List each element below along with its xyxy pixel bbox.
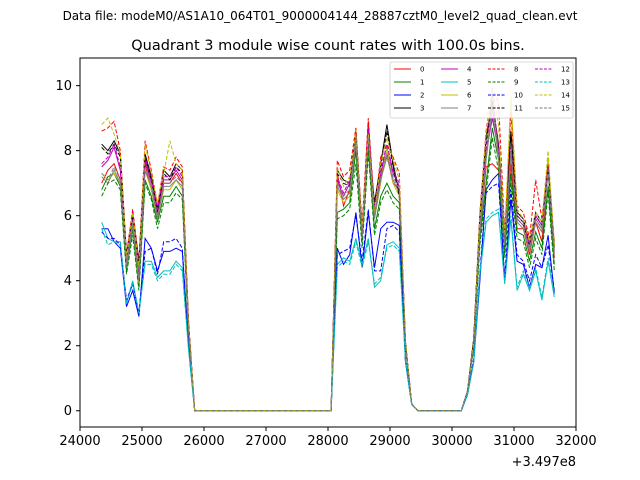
series-line-14 [101,88,555,412]
x-tick-label: 27000 [245,434,286,449]
legend-label-6: 6 [467,92,472,100]
legend-label-9: 9 [514,79,518,87]
x-tick-label: 26000 [183,434,224,449]
legend-label-13: 13 [561,79,570,87]
legend-label-8: 8 [514,66,518,74]
legend-label-14: 14 [561,92,570,100]
legend-box [389,61,574,119]
x-tick-label: 29000 [369,434,410,449]
legend-label-10: 10 [514,92,523,100]
chart-title: Quadrant 3 module wise count rates with … [131,38,525,54]
series-line-15 [101,105,555,412]
data-file-label: Data file: modeM0/AS1A10_064T01_90000041… [63,9,578,23]
legend-label-15: 15 [561,105,570,113]
y-tick-label: 10 [55,79,72,94]
legend-label-5: 5 [467,79,471,87]
x-tick-label: 24000 [59,434,100,449]
legend-label-2: 2 [420,92,424,100]
x-tick-label: 28000 [307,434,348,449]
legend-label-4: 4 [467,66,472,74]
series-line-9 [101,137,555,412]
y-axis: 0 2 4 6 8 10 [55,79,80,419]
legend-label-0: 0 [420,66,424,74]
x-tick-label: 30000 [431,434,472,449]
x-tick-label: 31000 [493,434,534,449]
plot-area [101,87,555,412]
legend-label-3: 3 [420,105,424,113]
x-tick-label: 25000 [121,434,162,449]
x-tick-label: 32000 [555,434,596,449]
legend-label-7: 7 [467,105,471,113]
x-offset-label: +3.497e8 [512,455,576,470]
y-tick-label: 8 [64,144,72,159]
legend-label-11: 11 [514,105,523,113]
y-tick-label: 6 [64,209,72,224]
y-tick-label: 2 [64,339,72,354]
legend-label-1: 1 [420,79,424,87]
y-tick-label: 0 [64,404,72,419]
x-axis: 24000 25000 26000 27000 28000 29000 30000 31000… [59,427,597,449]
y-tick-label: 4 [64,274,72,289]
legend-label-12: 12 [561,66,570,74]
